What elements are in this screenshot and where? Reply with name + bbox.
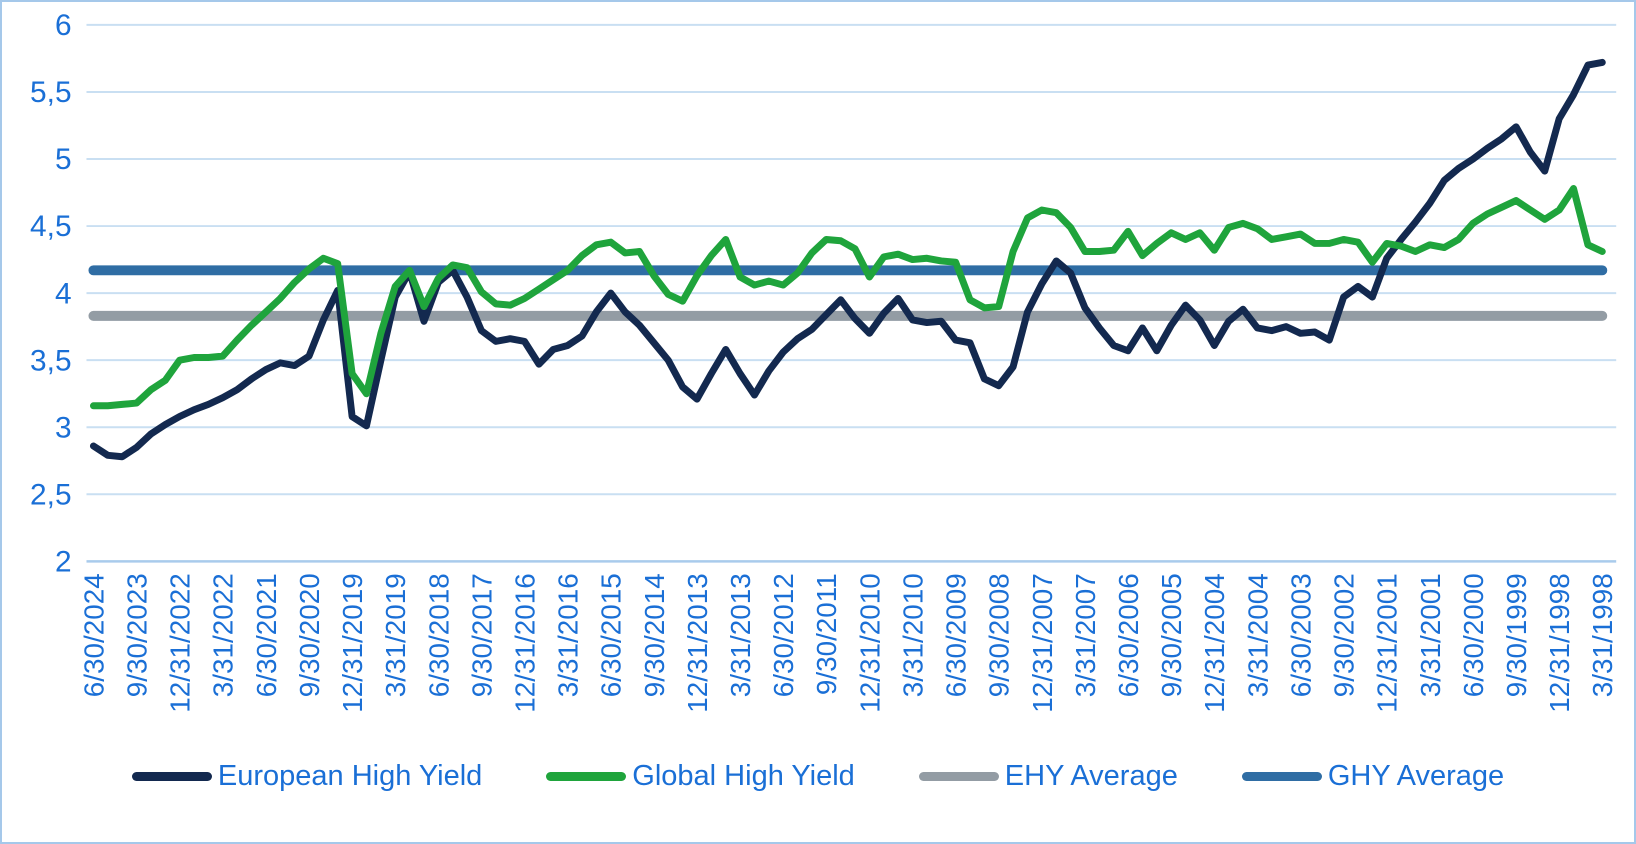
x-axis-tick-label: 12/31/2007 [1027, 573, 1058, 712]
x-axis-tick-label: 3/31/2013 [725, 573, 756, 697]
x-axis-tick-label: 3/31/2001 [1415, 573, 1446, 697]
legend-label-global-high-yield: Global High Yield [632, 759, 855, 792]
x-axis-tick-label: 6/30/2000 [1458, 573, 1489, 697]
x-axis-tick-label: 12/31/2004 [1199, 573, 1230, 712]
legend-item-european-high-yield: European High Yield [131, 759, 483, 792]
y-axis-tick-label: 4 [55, 277, 72, 310]
x-axis-tick-label: 12/31/2022 [165, 573, 196, 712]
x-axis-tick-label: 12/31/2013 [682, 573, 713, 712]
legend-label-european-high-yield: European High Yield [217, 759, 483, 792]
legend-item-ghy-average: GHY Average [1241, 759, 1505, 792]
legend-label-ehy-average: EHY Average [1004, 759, 1178, 792]
series-line-european-high-yield [89, 58, 1606, 461]
legend-item-ehy-average: EHY Average [918, 759, 1178, 792]
x-axis-tick-label: 6/30/2006 [1113, 573, 1144, 697]
x-axis-tick-label: 12/31/2019 [337, 573, 368, 712]
legend-item-global-high-yield: Global High Yield [546, 759, 855, 792]
y-axis-tick-label: 2 [55, 545, 72, 578]
x-axis-tick-label: 12/31/2001 [1372, 573, 1403, 712]
x-axis-tick-label: 9/30/2008 [984, 573, 1015, 697]
x-axis-tick-label: 9/30/2002 [1329, 573, 1360, 697]
x-axis-tick-label: 3/31/2016 [553, 573, 584, 697]
x-axis-tick-label: 6/30/2021 [251, 573, 282, 697]
y-axis-tick-label: 5 [55, 143, 72, 176]
x-axis-tick-label: 12/31/2010 [854, 573, 885, 712]
x-axis-tick-label: 9/30/2023 [122, 573, 153, 697]
x-axis-tick-label: 3/31/2022 [208, 573, 239, 697]
legend-label-ghy-average: GHY Average [1327, 759, 1505, 792]
x-axis-tick-label: 12/31/1998 [1544, 573, 1575, 712]
y-axis-tick-label: 2,5 [30, 478, 72, 511]
x-axis-tick-label: 9/30/1999 [1501, 573, 1532, 697]
x-axis-tick-label: 9/30/2005 [1156, 573, 1187, 697]
x-axis-tick-label: 9/30/2011 [811, 573, 842, 695]
x-axis-tick-label: 3/31/2004 [1242, 573, 1273, 697]
x-axis-tick-label: 9/30/2014 [639, 573, 670, 697]
x-axis-tick-label: 6/30/2015 [596, 573, 627, 697]
x-axis-tick-label: 12/31/2016 [509, 573, 540, 712]
legend-swatch-ehy-average [918, 771, 999, 781]
legend-swatch-european-high-yield [131, 771, 212, 781]
x-axis-tick-label: 6/30/2018 [423, 573, 454, 697]
series-line-global-high-yield [89, 185, 1606, 410]
y-axis-tick-label: 5,5 [30, 76, 72, 109]
chart-legend: European High Yield Global High Yield EH… [2, 754, 1634, 798]
legend-swatch-global-high-yield [546, 771, 627, 781]
y-axis-tick-label: 4,5 [30, 210, 72, 243]
x-axis-tick-label: 9/30/2020 [294, 573, 325, 697]
x-axis-tick-label: 6/30/2024 [78, 573, 109, 697]
y-axis-tick-label: 3,5 [30, 344, 72, 377]
x-axis-tick-label: 6/30/2009 [941, 573, 972, 697]
x-axis-tick-label: 3/31/2019 [380, 573, 411, 697]
x-axis-tick-label: 6/30/2012 [768, 573, 799, 697]
x-axis-tick-label: 3/31/2010 [897, 573, 928, 697]
x-axis-tick-label: 6/30/2003 [1285, 573, 1316, 697]
x-axis-tick-label: 3/31/2007 [1070, 573, 1101, 697]
legend-swatch-ghy-average [1241, 771, 1322, 781]
y-axis-tick-label: 6 [55, 9, 72, 42]
x-axis-tick-label: 9/30/2017 [466, 573, 497, 697]
y-axis-tick-label: 3 [55, 411, 72, 444]
x-axis-tick-label: 3/31/1998 [1587, 573, 1618, 697]
